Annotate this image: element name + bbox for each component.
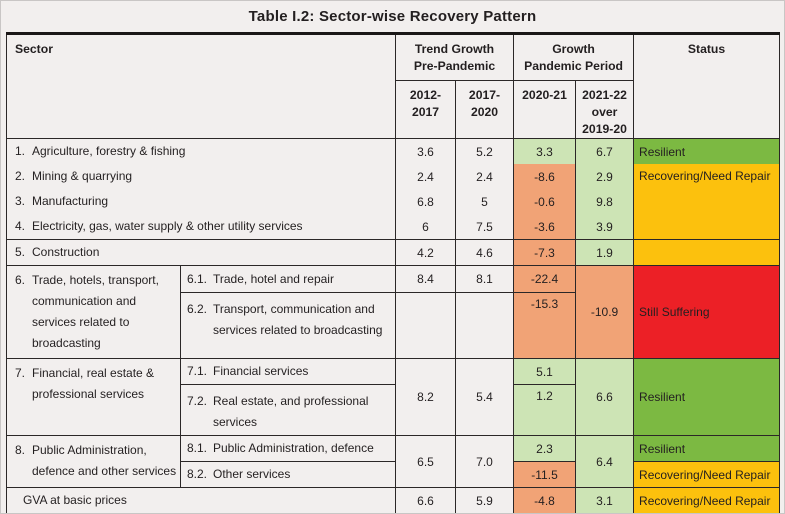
row8-1-val-2020: 2.3 [513, 435, 577, 462]
row5-status [633, 239, 781, 266]
row1-status: Resilient [633, 138, 781, 164]
row6-2-subsector: 6.2. Transport, communication and service… [180, 292, 396, 359]
header-growth-pandemic: Growth Pandemic Period [513, 33, 635, 81]
gva-val-2017: 5.9 [454, 487, 515, 513]
row7-val-2012: 8.2 [395, 358, 456, 436]
row6-2-val-2012-empty [395, 292, 456, 359]
row8-val-2017: 7.0 [454, 435, 515, 488]
row1-val-2020: 3.3 [513, 138, 577, 164]
row6-1-val-2017: 8.1 [454, 265, 515, 293]
header-sector: Sector [6, 33, 396, 139]
row6-val-2021: -10.9 [575, 265, 635, 359]
header-2017-2020: 2017- 2020 [454, 80, 515, 139]
row8-val-2012: 6.5 [395, 435, 456, 488]
row8-1-status: Resilient [633, 435, 781, 462]
header-trend-growth: Trend Growth Pre-Pandemic [394, 33, 515, 81]
gva-val-2012: 6.6 [395, 487, 456, 513]
row3-val-2017: 5 [454, 189, 515, 214]
header-2020-21: 2020-21 [513, 80, 577, 139]
row6-1-subsector: 6.1. Trade, hotel and repair [180, 265, 396, 293]
row5-val-2017: 4.6 [454, 239, 515, 266]
header-2021-22: 2021-22 over 2019-20 [575, 80, 635, 139]
row2-val-2017: 2.4 [454, 164, 515, 189]
row8-2-status: Recovering/Need Repair [633, 461, 781, 488]
row4-val-2020: -3.6 [513, 214, 577, 240]
gva-val-2021: 3.1 [575, 487, 635, 513]
gva-row-label: GVA at basic prices [6, 487, 396, 513]
row6-status: Still Suffering [633, 265, 781, 359]
row4-sector: 4. Electricity, gas, water supply & other… [6, 214, 396, 240]
row2-sector: 2. Mining & quarrying [6, 164, 396, 189]
recovery-pattern-table: Sector Trend Growth Pre-Pandemic Growth … [6, 32, 781, 513]
row6-1-val-2020: -22.4 [513, 265, 577, 293]
row8-2-val-2020: -11.5 [513, 461, 577, 488]
row8-val-2021: 6.4 [575, 435, 635, 488]
row7-1-val-2020: 5.1 [513, 358, 577, 385]
row1-val-2017: 5.2 [454, 138, 515, 164]
row7-val-2017: 5.4 [454, 358, 515, 436]
row4-val-2017: 7.5 [454, 214, 515, 240]
row1-val-2021: 6.7 [575, 138, 635, 164]
row6-2-val-2020: -15.3 [513, 292, 577, 359]
page-title: Table I.2: Sector-wise Recovery Pattern [248, 8, 537, 25]
row6-sector: 6. Trade, hotels, transport, communicatio… [6, 265, 181, 359]
row8-2-subsector: 8.2. Other services [180, 461, 396, 488]
row6-2-val-2017-empty [454, 292, 515, 359]
header-status: Status [633, 33, 781, 139]
row1-sector: 1. Agriculture, forestry & fishing [6, 138, 396, 164]
gva-val-2020: -4.8 [513, 487, 577, 513]
row1-val-2012: 3.6 [395, 138, 456, 164]
row3-val-2012: 6.8 [395, 189, 456, 214]
row2-val-2020: -8.6 [513, 164, 577, 189]
row7-2-subsector: 7.2. Real estate, and professional servic… [180, 384, 396, 436]
row5-val-2012: 4.2 [395, 239, 456, 266]
row2-4-status: Recovering/Need Repair [633, 164, 781, 240]
row3-val-2020: -0.6 [513, 189, 577, 214]
row3-sector: 3. Manufacturing [6, 189, 396, 214]
gva-status: Recovering/Need Repair [633, 487, 781, 513]
row7-1-subsector: 7.1. Financial services [180, 358, 396, 385]
row8-sector: 8. Public Administration, defence and oth… [6, 435, 181, 488]
row5-val-2020: -7.3 [513, 239, 577, 266]
row4-val-2021: 3.9 [575, 214, 635, 240]
row4-val-2012: 6 [395, 214, 456, 240]
row8-1-subsector: 8.1. Public Administration, defence [180, 435, 396, 462]
row2-val-2012: 2.4 [395, 164, 456, 189]
row2-val-2021: 2.9 [575, 164, 635, 189]
row7-sector: 7. Financial, real estate & professional … [6, 358, 181, 436]
row7-status: Resilient [633, 358, 781, 436]
row7-val-2021: 6.6 [575, 358, 635, 436]
row5-sector: 5. Construction [6, 239, 396, 266]
row5-val-2021: 1.9 [575, 239, 635, 266]
row3-val-2021: 9.8 [575, 189, 635, 214]
row7-2-val-2020: 1.2 [513, 384, 577, 436]
header-2012-2017: 2012- 2017 [395, 80, 456, 139]
row6-1-val-2012: 8.4 [395, 265, 456, 293]
